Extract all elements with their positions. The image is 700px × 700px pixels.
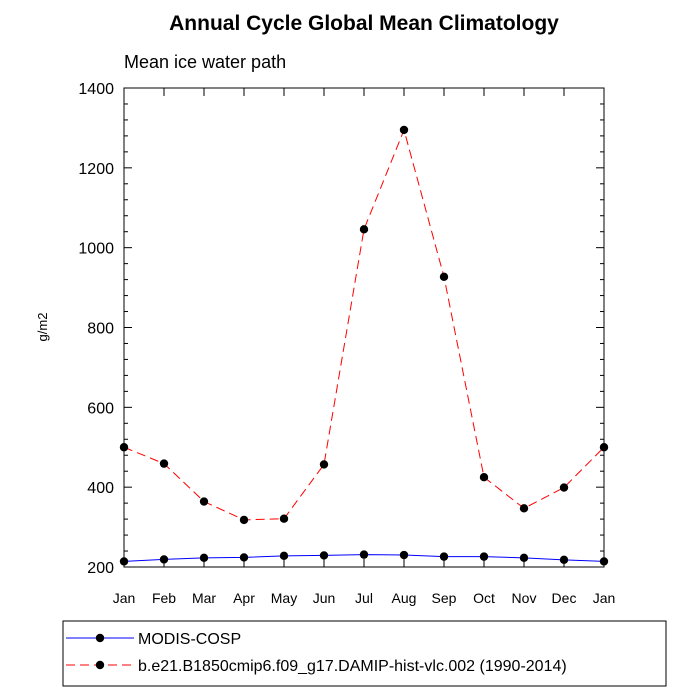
y-tick-label: 1400 — [78, 81, 114, 98]
x-tick-label: Dec — [552, 590, 577, 606]
chart-subtitle: Mean ice water path — [124, 52, 286, 72]
y-tick-label: 200 — [87, 560, 114, 577]
x-tick-label: Oct — [473, 590, 495, 606]
y-tick-label: 1200 — [78, 161, 114, 178]
data-point-series-2 — [439, 272, 449, 282]
x-tick-label: Mar — [192, 590, 216, 606]
legend-marker-1 — [95, 633, 105, 643]
data-point-series-2 — [519, 504, 529, 513]
x-tick-label: Apr — [233, 590, 255, 606]
data-point-series-2 — [239, 515, 249, 525]
x-tick-label: Sep — [432, 590, 457, 606]
y-tick-label: 400 — [87, 480, 114, 497]
data-point-series-1 — [279, 551, 289, 561]
data-point-series-2 — [599, 443, 609, 452]
data-point-series-1 — [439, 552, 449, 561]
x-tick-label: Jan — [593, 590, 616, 606]
plot-frame — [123, 87, 605, 568]
data-point-series-2 — [479, 472, 489, 482]
data-point-series-2 — [199, 497, 209, 506]
data-point-series-2 — [359, 225, 369, 234]
series-line-2 — [123, 128, 605, 521]
plot-area: 200 400 600 800 1000 1200 1400 Jan Feb Mar Apr May J… — [78, 81, 615, 606]
data-point-series-2 — [559, 483, 569, 492]
x-tick-label: Feb — [152, 590, 176, 606]
data-point-series-1 — [519, 553, 529, 563]
y-tick-label: 1000 — [78, 241, 114, 258]
data-point-series-1 — [159, 555, 169, 564]
y-tick-label: 600 — [87, 400, 114, 417]
data-point-series-1 — [119, 557, 129, 566]
data-point-series-1 — [319, 551, 329, 560]
data-point-series-2 — [399, 125, 409, 135]
legend-marker-2 — [95, 660, 105, 670]
data-point-series-2 — [319, 460, 329, 469]
data-point-series-1 — [599, 557, 609, 566]
legend: MODIS-COSP b.e21.B1850cmip6.f09_g17.DAMIP… — [62, 620, 667, 687]
chart-title: Annual Cycle Global Mean Climatology — [169, 12, 559, 35]
data-point-series-1 — [239, 553, 249, 562]
legend-label-2: b.e21.B1850cmip6.f09_g17.DAMIP-hist-vlc.… — [138, 658, 567, 675]
x-tick-label: Jun — [313, 590, 336, 606]
data-point-series-1 — [399, 550, 409, 560]
y-axis-label: g/m2 — [35, 313, 50, 342]
data-point-series-2 — [279, 514, 289, 523]
data-point-series-2 — [119, 443, 129, 452]
x-tick-label: Aug — [392, 590, 417, 606]
x-tick-label: Jan — [113, 590, 136, 606]
data-point-series-1 — [479, 552, 489, 561]
data-point-series-2 — [159, 459, 169, 468]
y-tick-label: 800 — [87, 321, 114, 338]
legend-box — [62, 620, 667, 687]
data-point-series-1 — [559, 555, 569, 565]
x-tick-label: Nov — [512, 590, 537, 606]
x-tick-label: May — [271, 590, 297, 606]
legend-label-1: MODIS-COSP — [138, 631, 241, 648]
data-point-series-1 — [199, 553, 209, 563]
data-point-series-1 — [359, 550, 369, 559]
x-tick-label: Jul — [355, 590, 373, 606]
